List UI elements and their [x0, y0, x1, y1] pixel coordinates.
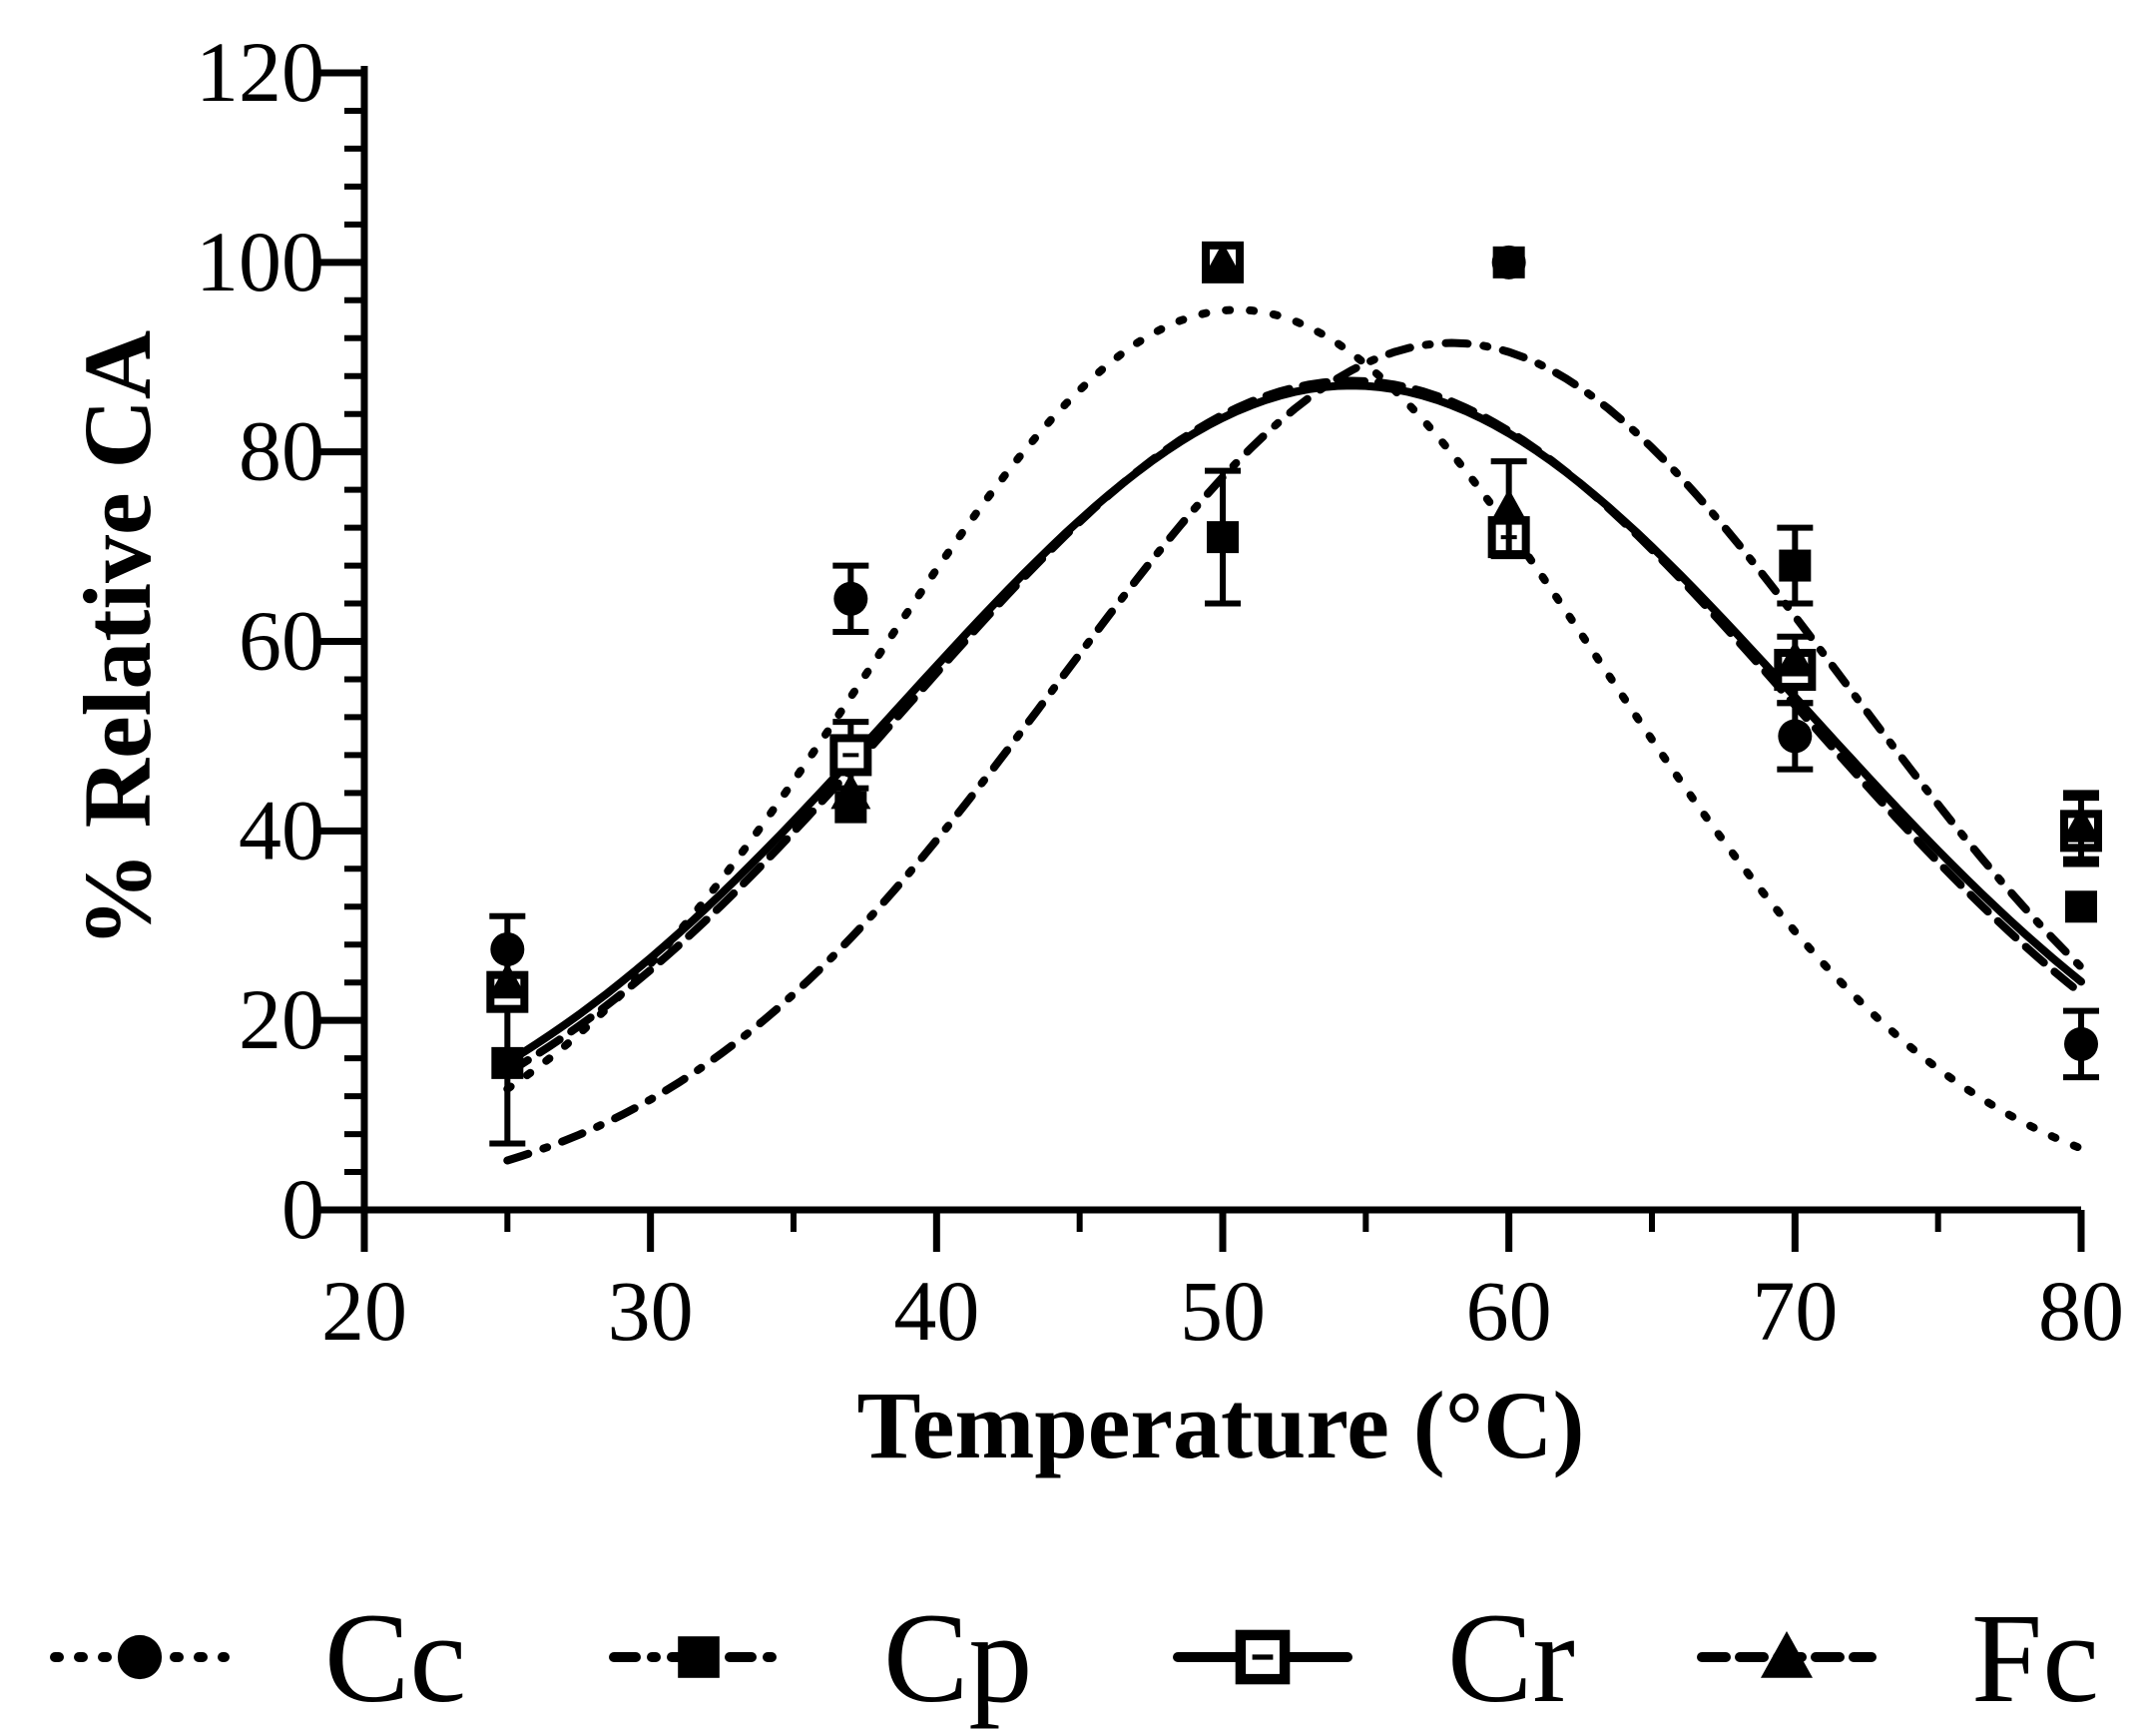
x-tick-label: 20: [321, 1263, 407, 1359]
point-fc: [1488, 488, 1529, 525]
point-cc: [2064, 1026, 2098, 1061]
y-tick-label: 40: [239, 782, 324, 877]
point-cc: [490, 931, 525, 966]
x-tick-label: 40: [893, 1263, 979, 1359]
point-fc: [830, 773, 871, 810]
y-tick-label: 80: [239, 403, 324, 499]
legend-marker-fc: [1761, 1631, 1813, 1678]
fit-curve-cp: [503, 338, 2085, 1165]
point-cp: [2065, 890, 2097, 923]
point-cp: [1779, 549, 1812, 582]
point-cc: [1778, 719, 1813, 754]
fit-curves: [503, 305, 2085, 1165]
legend-label-fc: Fc: [1971, 1587, 2099, 1729]
legend: Cc Cp Cr Fc: [50, 1587, 2099, 1729]
point-cc: [833, 581, 868, 616]
axes: [360, 66, 2081, 1214]
legend-label-cc: Cc: [324, 1587, 466, 1729]
x-tick-label: 70: [1752, 1263, 1838, 1359]
x-tick-label: 50: [1180, 1263, 1266, 1359]
point-cp: [1492, 246, 1525, 279]
y-tick-label: 60: [239, 593, 324, 689]
fit-curve-fc: [503, 376, 2085, 1077]
point-fc: [1203, 242, 1243, 279]
x-tick-label: 60: [1466, 1263, 1552, 1359]
legend-marker-cr: [1235, 1629, 1291, 1685]
x-axis-title: Temperature (°C): [857, 1372, 1585, 1478]
legend-label-cp: Cp: [883, 1587, 1032, 1729]
point-fc: [2061, 806, 2101, 843]
point-fc: [487, 962, 528, 999]
y-tick-label: 100: [196, 214, 324, 309]
point-cr: [829, 734, 872, 777]
point-cp: [1207, 521, 1239, 554]
point-cp: [491, 1046, 524, 1079]
fit-curve-cr: [503, 381, 2085, 1066]
point-fc: [1775, 640, 1816, 677]
y-tick-label: 120: [196, 24, 324, 120]
legend-label-cr: Cr: [1447, 1587, 1575, 1729]
fit-curve-cc: [503, 305, 2085, 1153]
x-tick-label: 30: [608, 1263, 694, 1359]
y-tick-label: 0: [281, 1161, 324, 1257]
data-points: [486, 241, 2102, 1147]
y-tick-label: 20: [239, 971, 324, 1067]
legend-marker-cc: [117, 1634, 163, 1680]
legend-marker-cp: [678, 1636, 720, 1678]
y-axis-title: % Relative CA: [64, 330, 171, 948]
x-tick-label: 80: [2038, 1263, 2124, 1359]
